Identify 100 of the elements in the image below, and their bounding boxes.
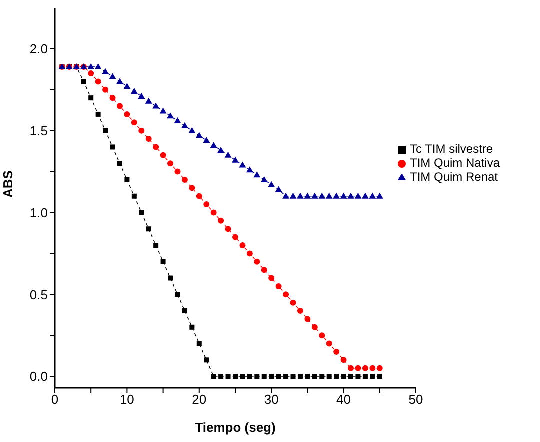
point: [319, 332, 326, 339]
point: [117, 161, 122, 166]
point: [254, 172, 261, 178]
point: [246, 250, 253, 257]
point: [370, 365, 376, 372]
x-tick-label: 0: [51, 392, 59, 408]
point: [102, 86, 109, 93]
point: [348, 192, 355, 199]
point: [102, 68, 110, 74]
x-tick-label: 50: [408, 392, 424, 408]
point: [218, 374, 224, 380]
point: [326, 192, 333, 199]
point: [318, 192, 326, 199]
y-tick-label: 1.5: [30, 123, 48, 138]
point: [268, 181, 276, 188]
point: [260, 176, 268, 182]
point: [210, 142, 218, 148]
point: [88, 96, 94, 101]
point: [138, 92, 146, 99]
point: [218, 147, 225, 153]
point: [181, 122, 188, 128]
point: [153, 144, 160, 150]
point: [311, 192, 318, 199]
point: [174, 118, 182, 124]
point: [283, 292, 290, 298]
point: [218, 218, 224, 224]
point: [167, 112, 174, 119]
point: [138, 128, 145, 134]
point: [334, 348, 340, 355]
point: [326, 340, 332, 347]
point: [168, 276, 174, 281]
point: [211, 374, 216, 380]
point: [232, 374, 238, 380]
point: [341, 374, 346, 380]
point: [305, 374, 310, 380]
point: [377, 374, 382, 380]
point: [116, 103, 123, 110]
point: [340, 357, 347, 364]
point: [362, 192, 369, 199]
point: [124, 177, 130, 182]
point: [340, 192, 348, 199]
point: [146, 226, 152, 232]
point: [110, 144, 116, 150]
point: [110, 95, 116, 102]
point: [254, 258, 260, 265]
point: [124, 111, 130, 118]
y-tick-label: 2.0: [30, 42, 48, 57]
x-tick-label: 30: [264, 392, 279, 408]
y-axis-title: ABS: [0, 170, 16, 198]
point: [290, 300, 296, 306]
point: [88, 70, 94, 77]
point: [152, 102, 160, 109]
point: [168, 160, 174, 167]
point: [276, 374, 282, 380]
point: [298, 374, 303, 380]
point: [296, 192, 304, 199]
point: [182, 176, 188, 183]
point: [96, 112, 101, 117]
point: [145, 98, 152, 104]
point: [116, 78, 124, 84]
point: [109, 73, 116, 80]
point: [334, 374, 340, 380]
point: [232, 234, 238, 240]
point: [204, 358, 210, 363]
point: [290, 374, 296, 380]
point: [132, 194, 137, 199]
point: [131, 120, 138, 126]
point: [355, 365, 362, 372]
point: [160, 152, 166, 158]
point: [254, 374, 260, 380]
point: [203, 137, 210, 144]
point: [246, 166, 254, 173]
y-tick-label: 1.0: [30, 205, 48, 220]
point: [225, 226, 232, 232]
legend-label: TIM Quim Renat: [410, 170, 498, 184]
point: [268, 275, 275, 282]
point: [269, 374, 274, 380]
point: [146, 136, 152, 142]
point: [290, 192, 297, 199]
point: [204, 202, 210, 208]
y-tick-label: 0.5: [30, 287, 48, 302]
point: [376, 365, 383, 372]
point: [282, 192, 290, 199]
point: [348, 374, 354, 380]
point: [139, 210, 144, 216]
point: [95, 78, 102, 85]
point: [240, 242, 246, 248]
point: [188, 127, 196, 134]
legend-label: Tc TIM silvestre: [410, 142, 494, 156]
point: [376, 192, 384, 199]
point: [154, 243, 159, 248]
point: [304, 192, 312, 199]
point: [124, 83, 131, 90]
point: [369, 192, 376, 199]
point: [247, 374, 252, 380]
point: [240, 374, 246, 380]
point: [130, 88, 138, 94]
point: [333, 192, 340, 199]
point: [81, 79, 86, 84]
point: [94, 63, 102, 70]
